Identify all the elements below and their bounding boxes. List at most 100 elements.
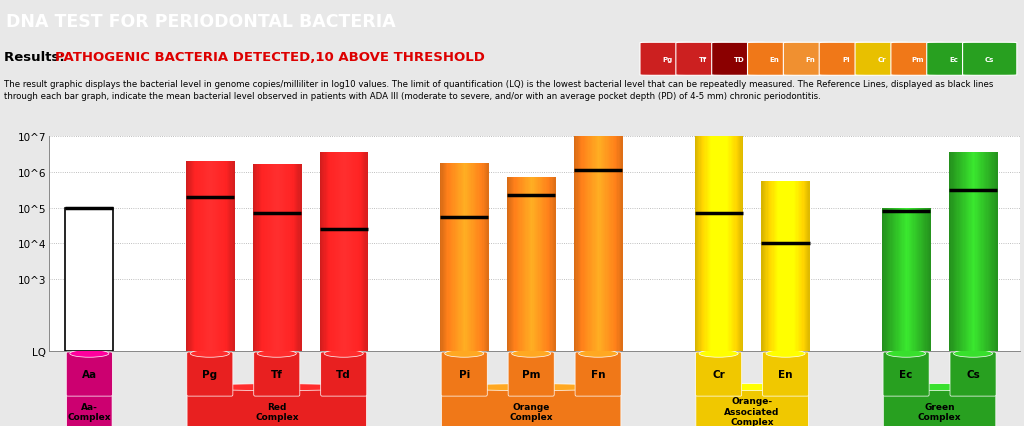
Bar — [521, 178, 523, 351]
Bar — [780, 181, 782, 351]
Ellipse shape — [579, 350, 617, 357]
Bar — [474, 163, 476, 351]
Bar — [476, 163, 478, 351]
Text: Tf: Tf — [699, 57, 707, 63]
Bar — [341, 153, 343, 351]
Bar — [520, 178, 522, 351]
Bar — [605, 136, 607, 351]
Bar — [453, 163, 454, 351]
Bar — [366, 153, 368, 351]
Bar — [978, 153, 980, 351]
Bar — [593, 136, 595, 351]
Bar — [983, 153, 984, 351]
FancyBboxPatch shape — [67, 352, 113, 396]
Bar — [548, 178, 550, 351]
Bar — [290, 165, 292, 351]
Bar — [352, 153, 354, 351]
Bar — [524, 178, 526, 351]
FancyBboxPatch shape — [676, 43, 730, 76]
FancyBboxPatch shape — [884, 385, 995, 426]
Bar — [353, 153, 355, 351]
Bar — [973, 153, 975, 351]
Bar — [230, 161, 232, 351]
Bar — [718, 136, 719, 351]
Bar — [477, 163, 479, 351]
FancyBboxPatch shape — [891, 43, 945, 76]
Bar — [617, 136, 620, 351]
Bar — [470, 163, 472, 351]
Bar — [195, 161, 196, 351]
Bar — [295, 165, 297, 351]
Bar — [325, 153, 327, 351]
Bar — [259, 165, 260, 351]
Bar — [319, 153, 322, 351]
Bar — [806, 181, 808, 351]
Text: DNA TEST FOR PERIODONTAL BACTERIA: DNA TEST FOR PERIODONTAL BACTERIA — [6, 13, 396, 31]
Bar — [327, 153, 329, 351]
Bar — [215, 161, 216, 351]
Bar — [961, 153, 963, 351]
Bar — [793, 181, 795, 351]
Bar — [989, 153, 990, 351]
Bar — [887, 208, 889, 351]
Bar — [603, 136, 605, 351]
Bar — [958, 153, 961, 351]
Text: Pi: Pi — [459, 369, 470, 379]
Bar — [539, 178, 541, 351]
Bar — [205, 161, 207, 351]
Bar — [200, 161, 202, 351]
Bar — [893, 208, 895, 351]
Bar — [525, 178, 527, 351]
FancyBboxPatch shape — [883, 352, 929, 396]
Text: Ec: Ec — [949, 57, 958, 63]
Bar — [332, 153, 334, 351]
Bar — [188, 161, 190, 351]
Bar — [592, 136, 594, 351]
Bar — [276, 165, 279, 351]
Bar — [725, 136, 727, 351]
Text: The result graphic displays the bacterial level in genome copies/milliliter in l: The result graphic displays the bacteria… — [4, 80, 993, 100]
Text: Pm: Pm — [911, 57, 925, 63]
Ellipse shape — [444, 350, 483, 357]
Bar — [518, 178, 520, 351]
Bar — [337, 153, 338, 351]
Bar — [199, 161, 201, 351]
Bar — [967, 153, 969, 351]
Text: PATHOGENIC BACTERIA DETECTED,10 ABOVE THRESHOLD: PATHOGENIC BACTERIA DETECTED,10 ABOVE TH… — [55, 51, 485, 64]
Bar — [478, 163, 480, 351]
Bar — [981, 153, 983, 351]
Bar — [260, 165, 262, 351]
Bar — [208, 161, 209, 351]
Bar — [963, 153, 964, 351]
Bar — [952, 153, 954, 351]
Bar — [203, 161, 205, 351]
Bar — [466, 163, 467, 351]
Bar — [621, 136, 623, 351]
Bar — [338, 153, 340, 351]
Bar — [484, 163, 486, 351]
Bar — [263, 165, 265, 351]
Bar — [196, 161, 198, 351]
Bar — [522, 178, 524, 351]
FancyBboxPatch shape — [441, 385, 621, 426]
Bar — [719, 136, 721, 351]
Bar — [907, 208, 909, 351]
Bar — [732, 136, 734, 351]
FancyBboxPatch shape — [783, 43, 838, 76]
Bar — [531, 178, 534, 351]
Bar — [328, 153, 330, 351]
FancyBboxPatch shape — [186, 352, 232, 396]
Bar — [580, 136, 582, 351]
Bar — [801, 181, 803, 351]
Bar — [358, 153, 360, 351]
Bar — [222, 161, 224, 351]
Bar — [536, 178, 538, 351]
Bar — [799, 181, 801, 351]
Bar — [538, 178, 539, 351]
Bar — [713, 136, 715, 351]
Bar — [891, 208, 892, 351]
Text: En: En — [770, 57, 779, 63]
Text: Cs: Cs — [985, 57, 994, 63]
Bar — [702, 136, 705, 351]
Bar — [226, 161, 228, 351]
